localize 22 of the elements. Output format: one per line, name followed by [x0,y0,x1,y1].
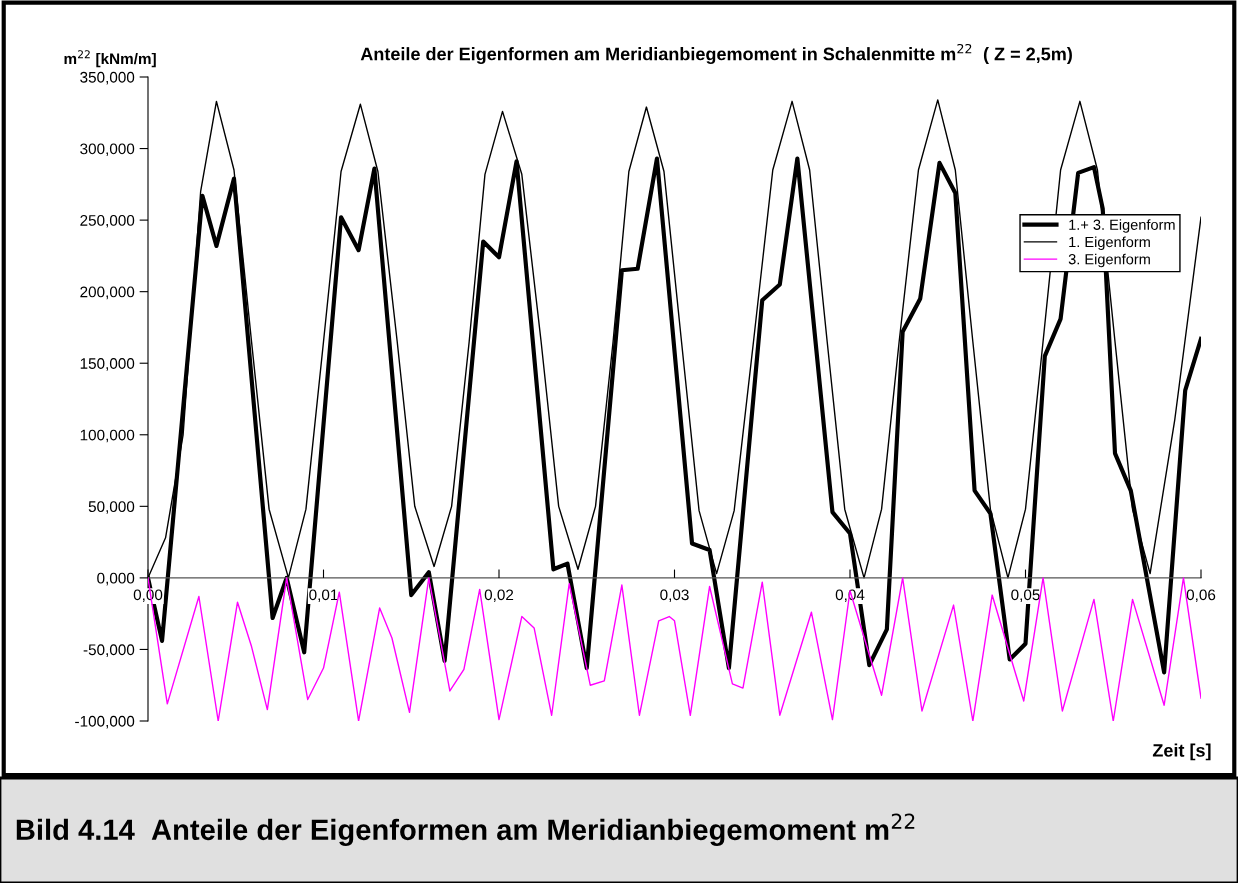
y-tick-label: 150,000 [80,358,135,371]
y-tick-label: 300,000 [80,143,135,157]
y-axis-title: m$^{22}$ [kNm/m] [64,50,156,68]
legend-label: 1. Eigenform [1069,236,1150,251]
y-tick-label: 200,000 [80,286,135,300]
chart-title: Anteile der Eigenformen am Meridianbiegemoment in Schalenmitte m$^{22}$ ( Z = 2,5m) [360,43,1072,65]
y-tick-label: -100,000 [75,715,135,729]
x-tick-label: 0,02 [484,589,514,603]
y-tick-label: 0,000 [97,572,135,586]
legend-label: 1.+ 3. Eigenform [1069,219,1175,233]
x-tick-label: 0,01 [309,589,338,603]
x-tick-label: 0,05 [1011,589,1040,603]
y-tick-label: 350,000 [80,71,135,85]
y-tick-label: 100,000 [80,429,135,443]
x-tick-label: 0,06 [1186,589,1216,603]
legend-label: 3. Eigenform [1068,253,1150,268]
y-tick-label: 50,000 [88,501,135,514]
x-tick-label: 0,03 [660,589,689,603]
y-tick-label: 250,000 [80,214,135,228]
x-axis-title: Zeit [s] [1152,743,1211,761]
y-tick-label: -50,000 [83,644,135,657]
text: Bild 4.14 Anteile der Eigenformen am Meridianbiegemoment m$^{22}$ [16,813,915,847]
